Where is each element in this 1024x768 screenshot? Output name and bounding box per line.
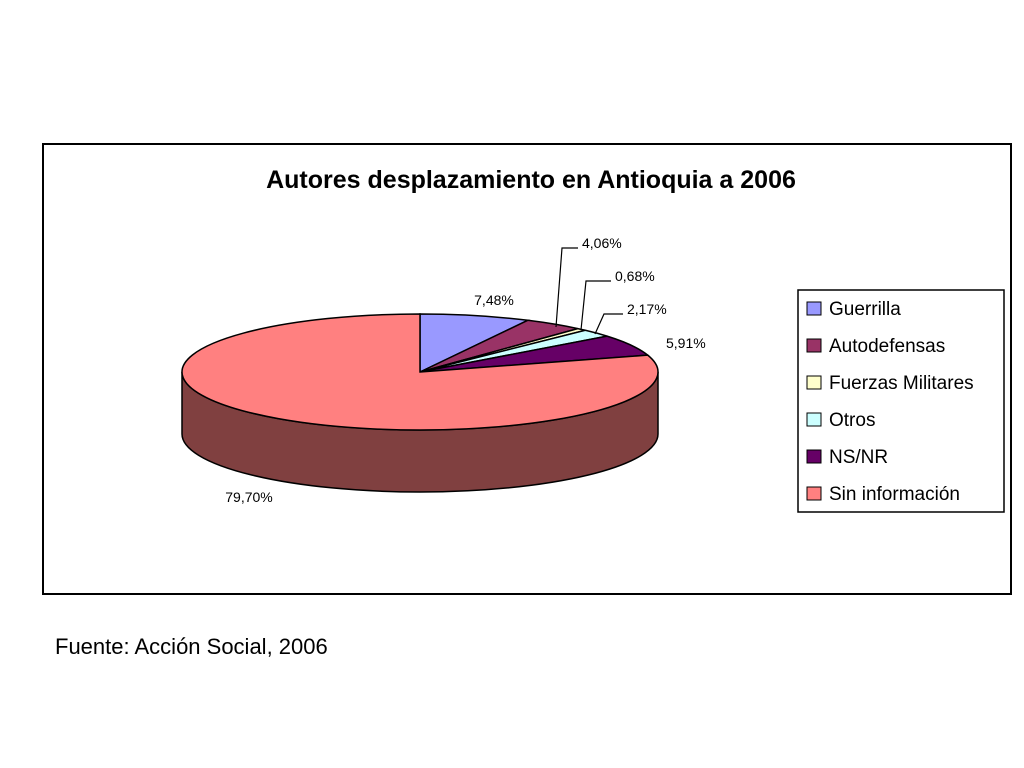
chart-title: Autores desplazamiento en Antioquia a 20… — [266, 166, 796, 194]
legend-label-sin-informacion: Sin información — [829, 484, 960, 505]
legend-label-guerrilla: Guerrilla — [829, 299, 901, 320]
pie-slice-sin-informacion — [181, 313, 659, 431]
legend-box — [797, 289, 1005, 513]
leader-line-otros — [594, 313, 623, 335]
legend-label-otros: Otros — [829, 410, 875, 431]
data-labels: 7,48% 4,06% 0,68% 2,17% 5,91% 79,70% — [225, 235, 705, 505]
leader-line-fuerzas-militares — [580, 280, 611, 331]
legend-swatch-otros — [806, 412, 822, 427]
data-label-guerrilla: 7,48% — [474, 292, 514, 308]
legend-label-autodefensas: Autodefensas — [829, 336, 945, 357]
leader-line-autodefensas — [555, 247, 578, 328]
legend-label-fuerzas-militares: Fuerzas Militares — [829, 373, 974, 394]
legend: Guerrilla Autodefensas Fuerzas Militares Ot… — [797, 289, 1005, 513]
legend-swatch-ns-nr — [806, 449, 822, 464]
legend-label-ns-nr: NS/NR — [829, 447, 888, 468]
data-label-sin-informacion: 79,70% — [225, 489, 272, 505]
legend-swatch-sin-informacion — [806, 486, 822, 501]
legend-swatch-guerrilla — [806, 301, 822, 316]
pie-slice-guerrilla — [419, 313, 531, 374]
data-label-ns-nr: 5,91% — [666, 335, 706, 351]
source-note: Fuente: Acción Social, 2006 — [55, 634, 328, 659]
pie-group — [181, 313, 659, 493]
legend-swatch-fuerzas-militares — [806, 375, 822, 390]
pie-chart: Autores desplazamiento en Antioquia a 20… — [181, 166, 1005, 513]
chart-frame: Autores desplazamiento en Antioquia a 20… — [42, 143, 1012, 595]
data-label-autodefensas: 4,06% — [582, 235, 622, 251]
legend-swatch-autodefensas — [806, 338, 822, 353]
data-label-otros: 2,17% — [627, 301, 667, 317]
data-label-fuerzas-militares: 0,68% — [615, 268, 655, 284]
